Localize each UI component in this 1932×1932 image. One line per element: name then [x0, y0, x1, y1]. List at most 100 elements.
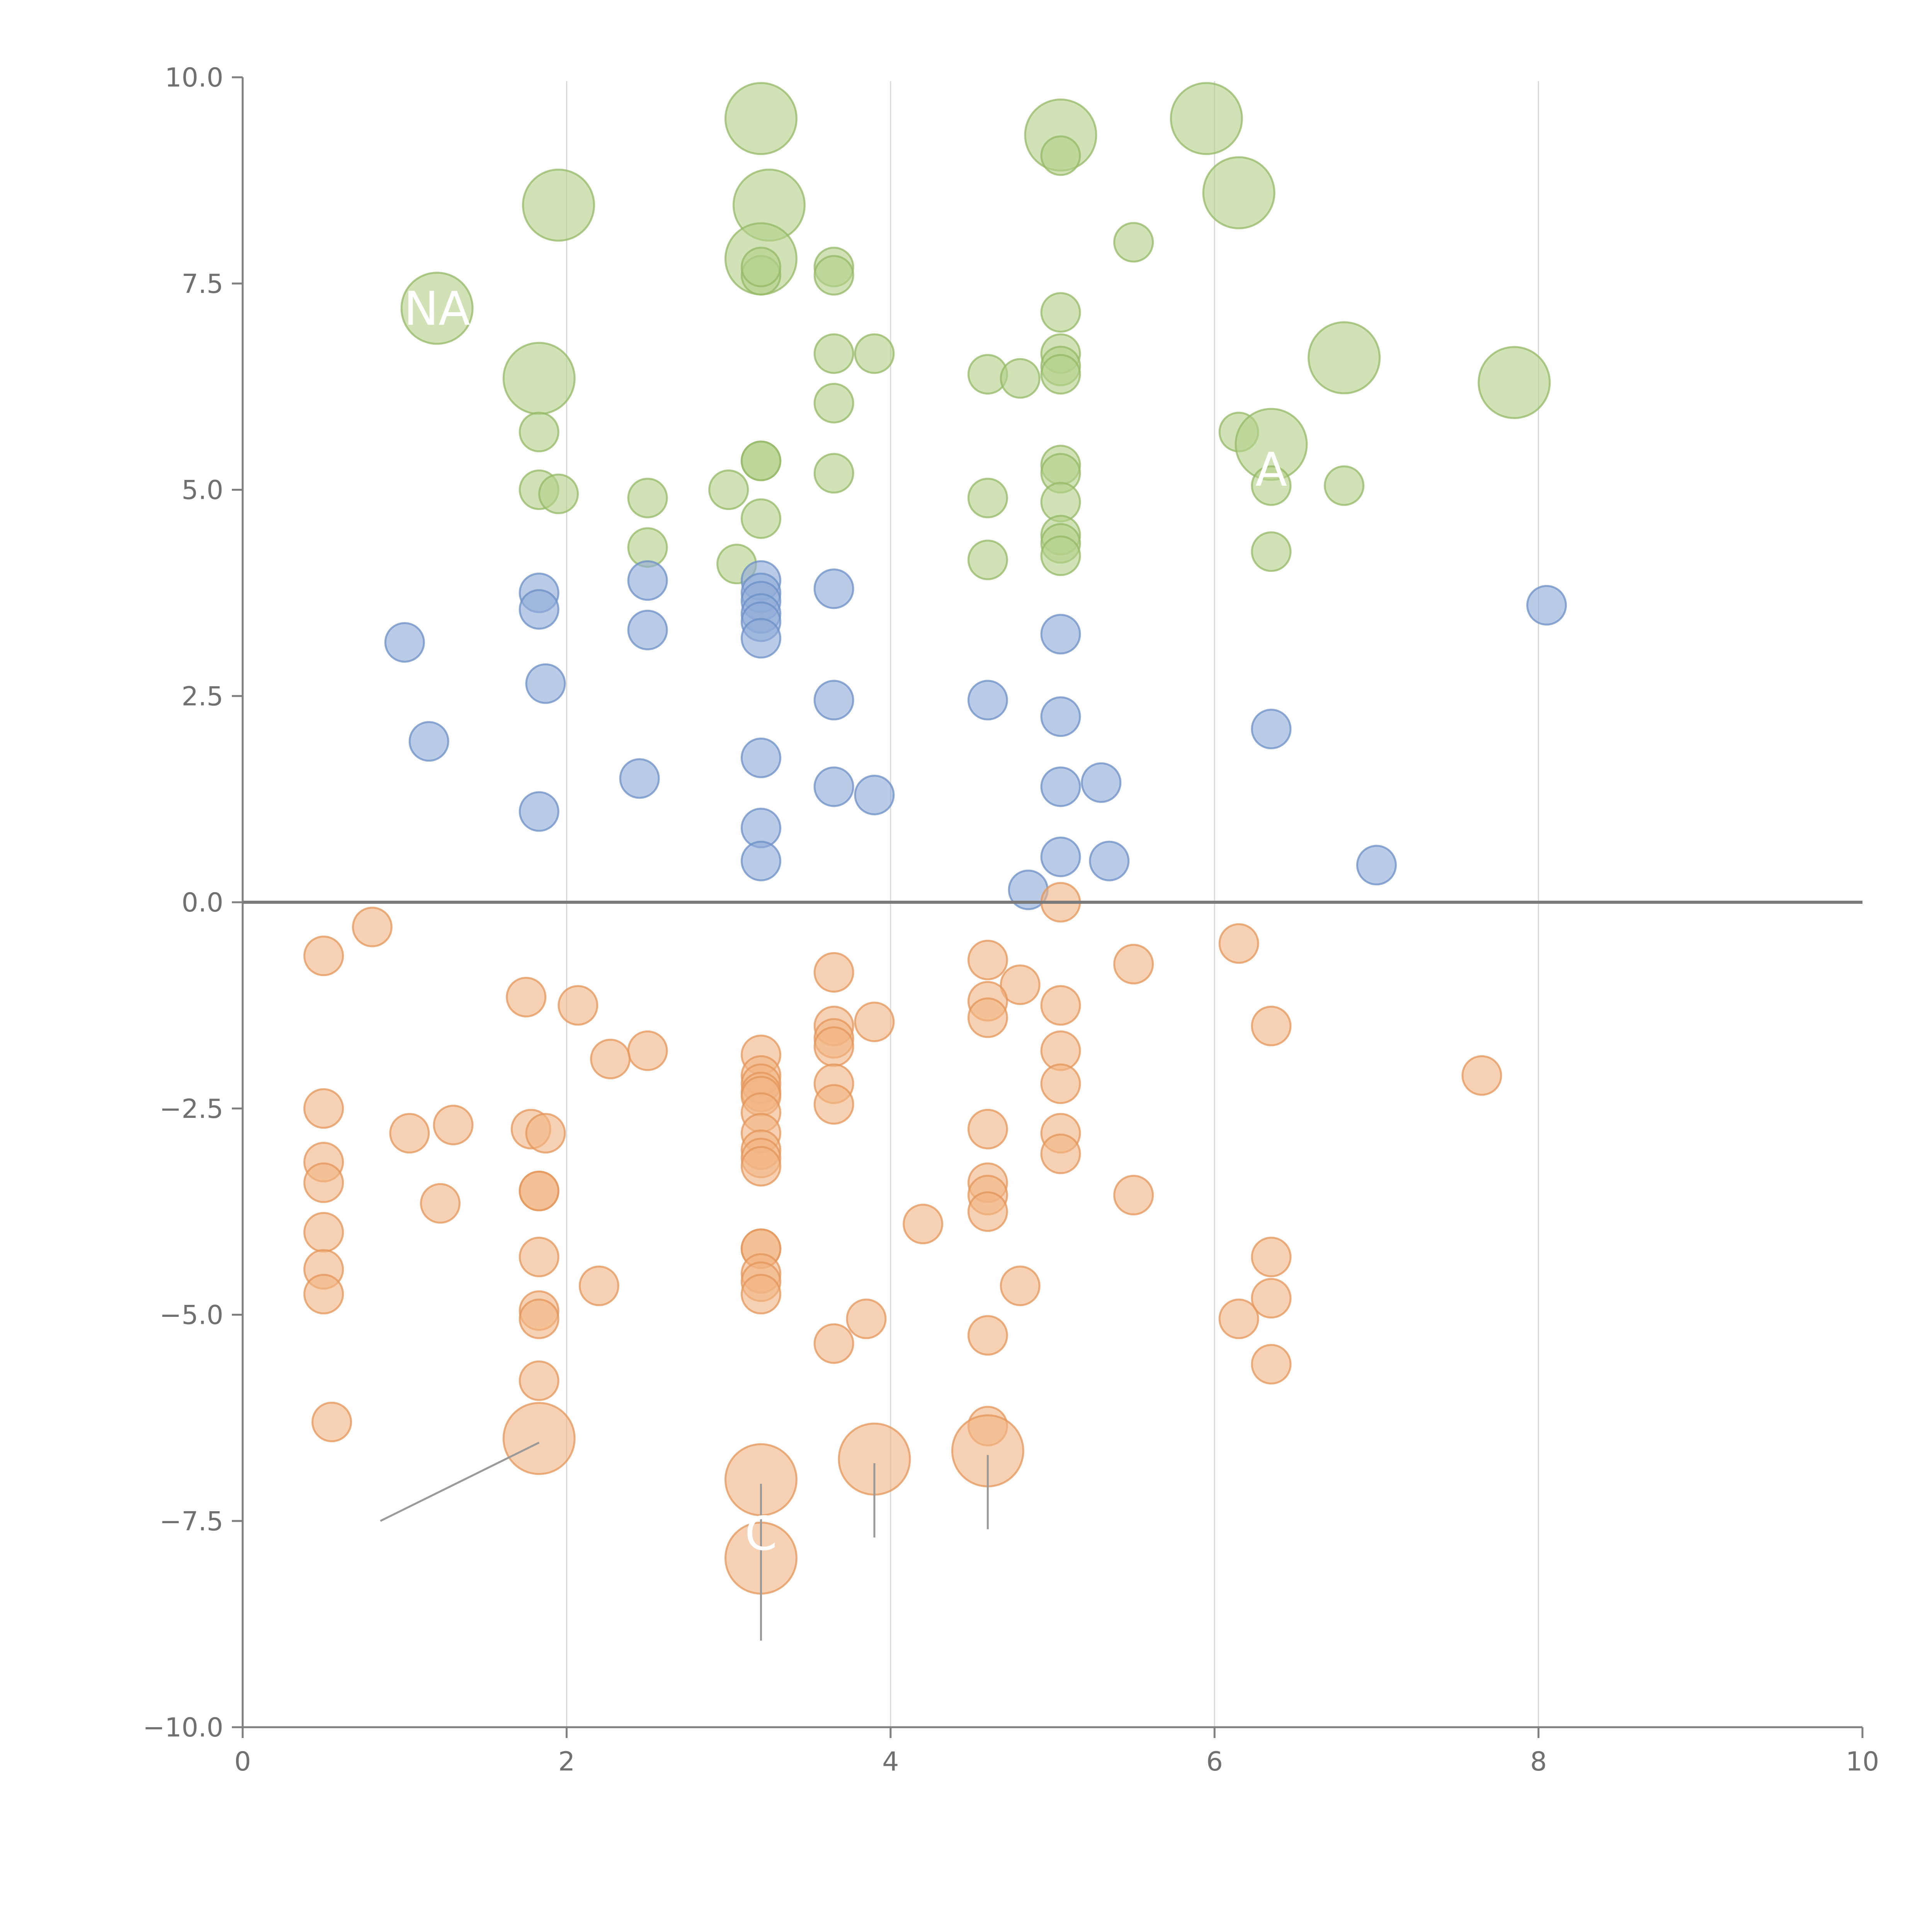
green-point: [519, 412, 560, 452]
orange-point: [813, 1084, 854, 1125]
blue-point: [1089, 840, 1130, 881]
x-tick-label: 0: [234, 1747, 251, 1777]
y-tick-label: −5.0: [160, 1300, 223, 1331]
green-point: [1113, 222, 1154, 263]
green-point: [967, 478, 1008, 519]
orange-point: [1461, 1055, 1502, 1096]
green-point: [740, 498, 781, 539]
green-point: [724, 82, 798, 155]
blue-point: [813, 568, 854, 609]
orange-point: [519, 1298, 560, 1339]
green-point: [813, 333, 854, 374]
green-point: [1251, 465, 1292, 506]
green-point: [967, 539, 1008, 580]
orange-point: [519, 1360, 560, 1401]
orange-point: [590, 1039, 631, 1080]
orange-point: [303, 1212, 344, 1253]
blue-point: [627, 609, 668, 650]
point-label: A: [1255, 443, 1287, 497]
orange-point: [502, 1402, 576, 1475]
orange-point: [967, 939, 1008, 980]
orange-point: [740, 1274, 781, 1315]
orange-point: [1040, 1063, 1081, 1104]
orange-point: [433, 1104, 474, 1145]
blue-point: [519, 589, 560, 630]
x-tick-label: 6: [1206, 1747, 1223, 1777]
green-point: [1040, 535, 1081, 576]
orange-point: [303, 1088, 344, 1129]
orange-point: [813, 1026, 854, 1067]
y-tick-label: 2.5: [182, 681, 223, 712]
blue-point: [1526, 585, 1567, 626]
orange-point: [389, 1113, 430, 1154]
green-point: [813, 453, 854, 494]
label-leader-lines: [380, 1442, 989, 1641]
green-point: [1040, 292, 1081, 333]
orange-point: [1251, 1344, 1292, 1385]
blue-point: [967, 680, 1008, 721]
green-point: [1170, 82, 1243, 155]
y-tick-label: 10.0: [165, 63, 223, 93]
orange-point: [506, 977, 547, 1018]
x-tick-label: 2: [558, 1747, 575, 1777]
green-point: [1478, 346, 1551, 419]
green-point: [400, 272, 474, 345]
y-tick-label: 5.0: [182, 475, 223, 506]
green-point: [1251, 531, 1292, 572]
blue-point: [408, 721, 449, 762]
green-point: [1324, 465, 1365, 506]
blue-point: [519, 791, 560, 832]
blue-point: [740, 618, 781, 659]
blue-point: [1081, 762, 1122, 803]
green-point: [813, 255, 854, 296]
orange-point: [519, 1236, 560, 1277]
orange-point: [578, 1265, 619, 1306]
orange-point: [1040, 985, 1081, 1026]
orange-point: [1218, 1298, 1259, 1339]
orange-point: [1218, 923, 1259, 964]
x-tick-label: 4: [882, 1747, 899, 1777]
y-tick-label: −2.5: [160, 1094, 223, 1124]
orange-point: [420, 1183, 461, 1224]
blue-point: [627, 560, 668, 601]
y-tick-label: 0.0: [182, 888, 223, 918]
blue-point: [1251, 709, 1292, 750]
orange-point: [525, 1113, 566, 1154]
green-point: [627, 478, 668, 519]
orange-point: [558, 985, 599, 1026]
orange-point: [846, 1298, 887, 1339]
green-point: [708, 469, 749, 510]
green-point: [854, 333, 895, 374]
green-point: [502, 342, 576, 415]
orange-point: [1251, 1236, 1292, 1277]
green-point: [1202, 156, 1276, 230]
tick-marks-and-labels: 0 2 4 6 8 10 10.0 7.5 5.0 2.5 0.0 −2.5 −5.0 −7.5 −10.0: [143, 63, 1879, 1777]
x-tick-label: 8: [1530, 1747, 1547, 1777]
orange-point: [967, 1109, 1008, 1150]
data-points: [303, 82, 1567, 1595]
blue-point: [1040, 766, 1081, 807]
blue-point: [854, 774, 895, 815]
orange-point: [854, 1002, 895, 1043]
x-tick-label: 10: [1846, 1747, 1879, 1777]
blue-point: [740, 840, 781, 881]
orange-point: [1113, 944, 1154, 985]
orange-point: [1251, 1278, 1292, 1319]
blue-point: [1040, 837, 1081, 878]
green-point: [740, 440, 781, 481]
blue-point: [813, 766, 854, 807]
orange-point: [813, 1323, 854, 1364]
blue-point: [1040, 614, 1081, 655]
orange-point: [967, 1315, 1008, 1356]
point-labels: NA A C: [404, 282, 1287, 1561]
orange-point: [352, 906, 393, 947]
green-point: [740, 247, 781, 287]
blue-point: [740, 737, 781, 778]
orange-point: [813, 952, 854, 993]
orange-point: [303, 1162, 344, 1203]
orange-point: [303, 935, 344, 976]
blue-point: [619, 758, 660, 799]
orange-point: [1113, 1175, 1154, 1216]
green-point: [1040, 135, 1081, 176]
label-leader: [380, 1442, 540, 1522]
